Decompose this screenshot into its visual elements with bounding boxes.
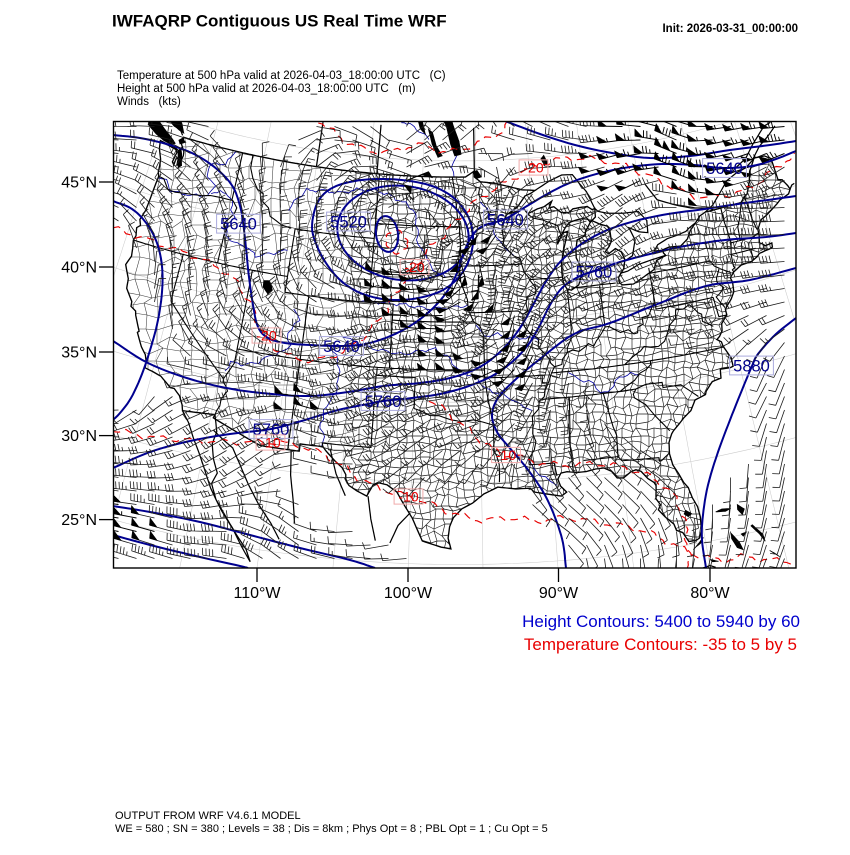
svg-text:Height at 500 hPa valid at 202: Height at 500 hPa valid at 2026-04-03_18…	[117, 83, 416, 95]
svg-text:5760: 5760	[253, 421, 290, 439]
svg-text:-20: -20	[256, 328, 276, 344]
svg-text:5640: 5640	[487, 211, 524, 229]
svg-text:30°N: 30°N	[61, 428, 97, 445]
svg-text:40°N: 40°N	[61, 260, 97, 277]
svg-text:-10: -10	[398, 489, 418, 505]
svg-text:Temperature Contours: -35 to 5: Temperature Contours: -35 to 5 by 5	[524, 635, 797, 654]
svg-text:100°W: 100°W	[384, 585, 433, 602]
svg-text:Height Contours: 5400 to 5940: Height Contours: 5400 to 5940 by 60	[522, 612, 800, 631]
svg-text:5640: 5640	[323, 338, 360, 356]
svg-text:35°N: 35°N	[61, 345, 97, 362]
svg-text:-10: -10	[260, 435, 280, 451]
svg-text:Winds (kts): Winds (kts)	[117, 96, 181, 108]
svg-text:-10: -10	[496, 447, 516, 463]
svg-text:Temperature at 500 hPa valid a: Temperature at 500 hPa valid at 2026-04-…	[117, 70, 446, 82]
svg-text:110°W: 110°W	[233, 585, 281, 602]
svg-text:-20: -20	[523, 160, 543, 176]
svg-text:5520: 5520	[330, 213, 367, 231]
svg-text:IWFAQRP Contiguous US Real Tim: IWFAQRP Contiguous US Real Time WRF	[112, 12, 447, 31]
svg-text:OUTPUT FROM WRF V4.6.1 MODEL: OUTPUT FROM WRF V4.6.1 MODEL	[115, 810, 301, 822]
svg-text:5880: 5880	[733, 357, 770, 375]
svg-text:5640: 5640	[706, 160, 743, 178]
svg-text:-20: -20	[404, 259, 424, 275]
svg-text:5760: 5760	[576, 263, 613, 281]
svg-text:25°N: 25°N	[61, 512, 97, 529]
svg-text:WE = 580 ; SN = 380 ; Levels =: WE = 580 ; SN = 380 ; Levels = 38 ; Dis …	[115, 823, 548, 835]
svg-text:45°N: 45°N	[61, 175, 97, 192]
svg-text:5760: 5760	[365, 393, 402, 411]
svg-text:5640: 5640	[220, 216, 257, 234]
svg-text:90°W: 90°W	[539, 585, 579, 602]
svg-text:80°W: 80°W	[690, 585, 730, 602]
svg-text:Init: 2026-03-31_00:00:00: Init: 2026-03-31_00:00:00	[662, 23, 798, 35]
